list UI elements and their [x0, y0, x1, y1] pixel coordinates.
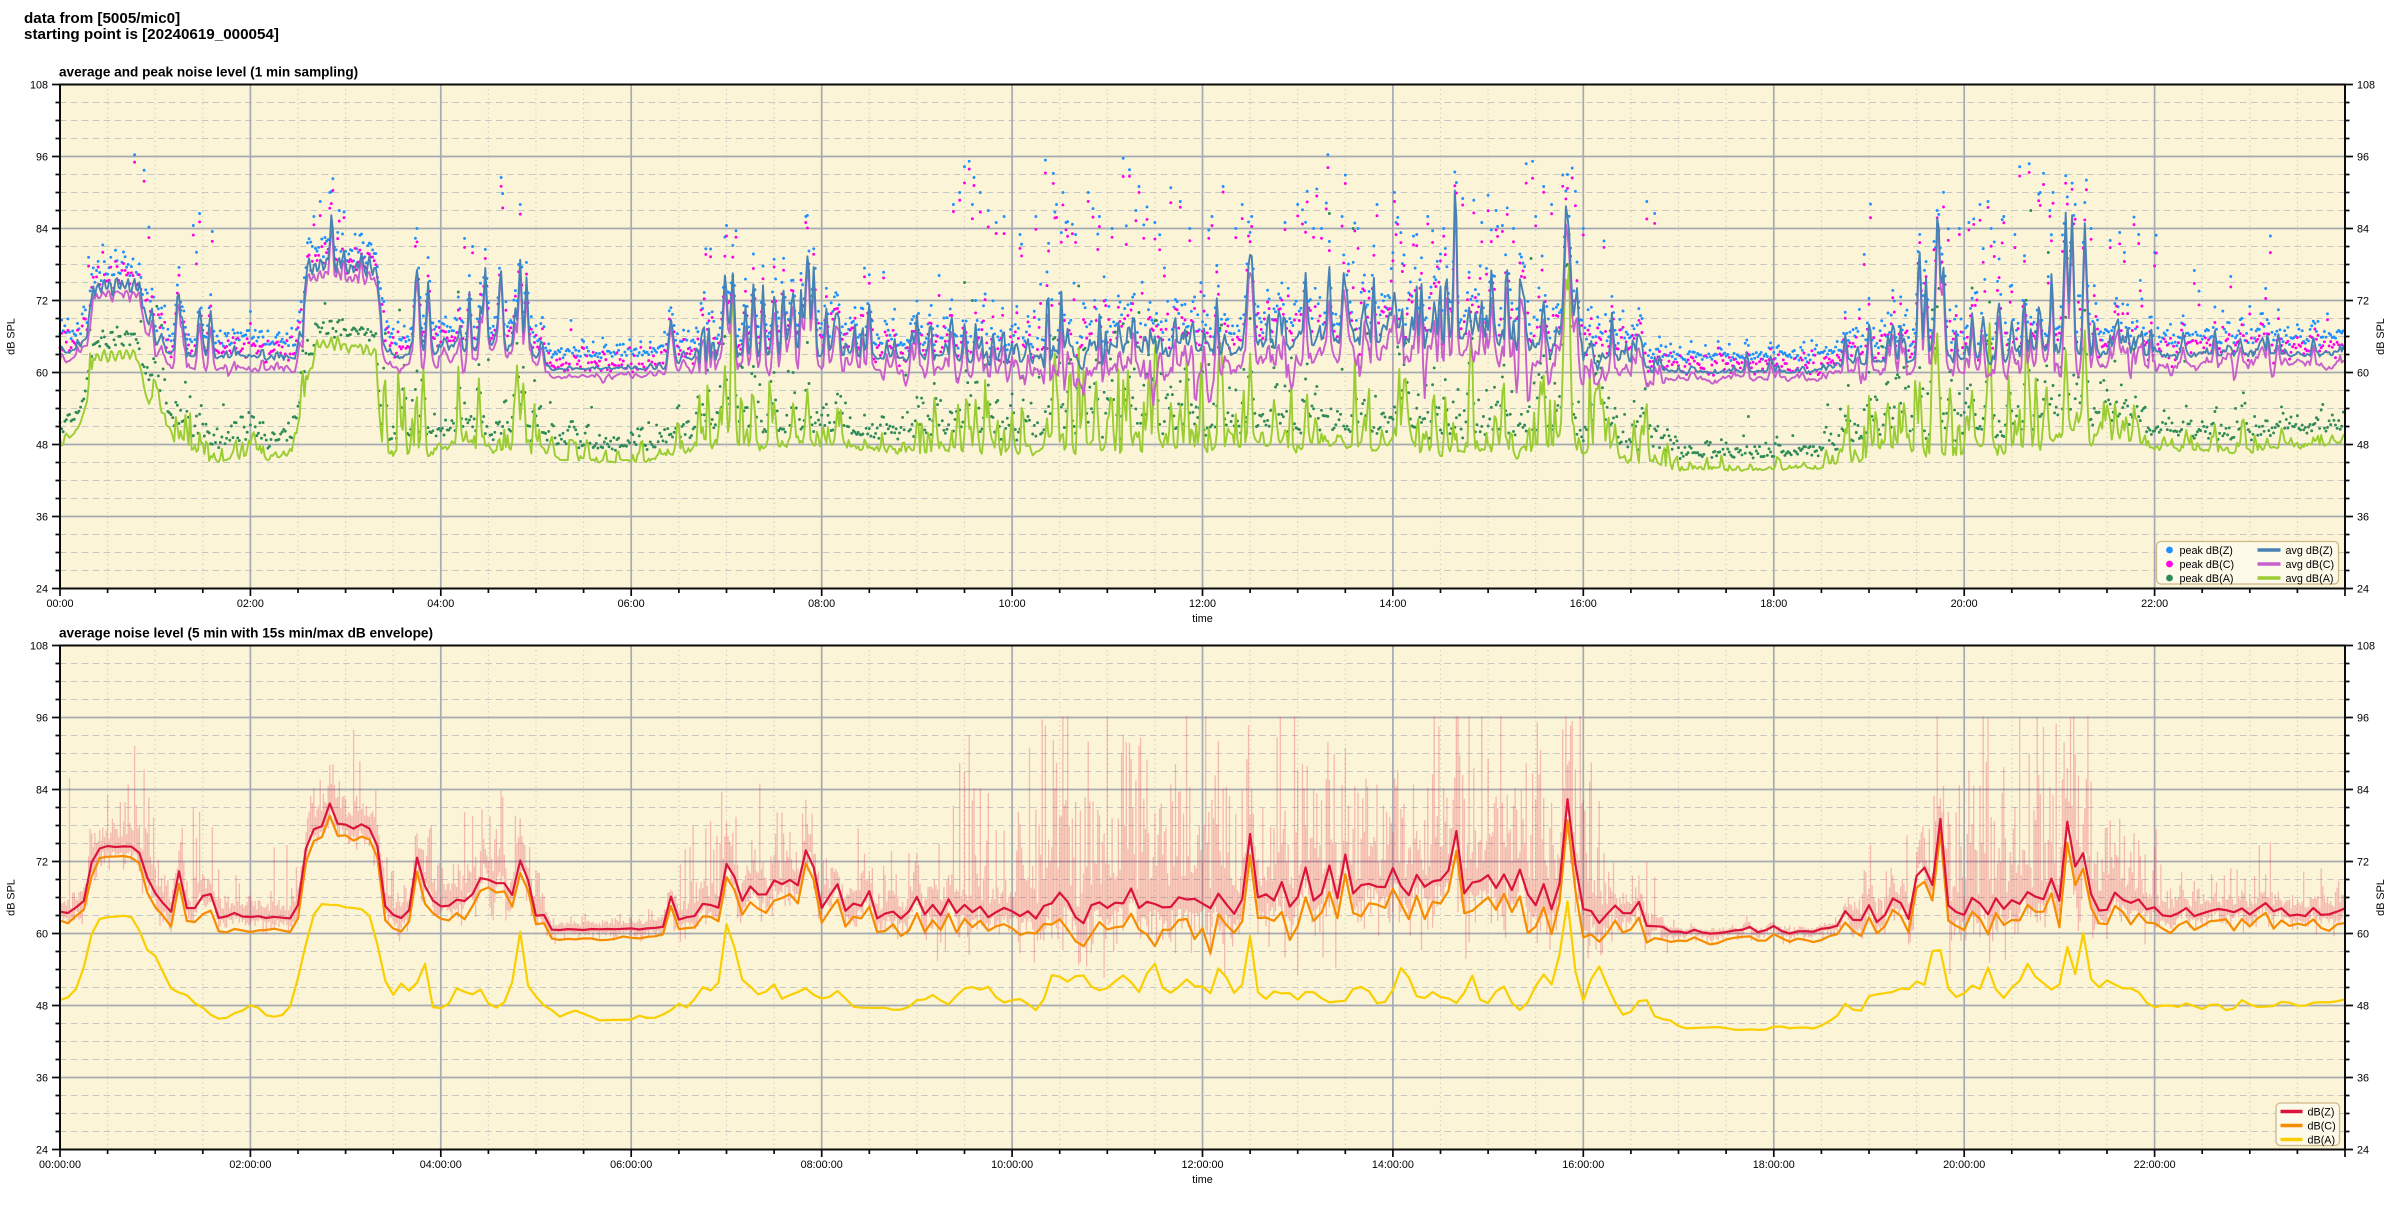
svg-text:16:00:00: 16:00:00 [1562, 1159, 1604, 1171]
svg-text:dB SPL: dB SPL [2375, 318, 2387, 355]
svg-text:00:00: 00:00 [46, 598, 73, 610]
svg-text:84: 84 [2357, 223, 2369, 235]
svg-text:12:00:00: 12:00:00 [1181, 1159, 1223, 1171]
svg-text:dB(C): dB(C) [2308, 1120, 2336, 1132]
svg-text:24: 24 [36, 1144, 48, 1156]
svg-text:60: 60 [36, 367, 48, 379]
svg-text:20:00:00: 20:00:00 [1943, 1159, 1985, 1171]
svg-text:48: 48 [36, 439, 48, 451]
svg-text:18:00:00: 18:00:00 [1753, 1159, 1795, 1171]
svg-text:60: 60 [36, 928, 48, 940]
svg-text:22:00:00: 22:00:00 [2134, 1159, 2176, 1171]
svg-text:10:00: 10:00 [999, 598, 1026, 610]
svg-text:96: 96 [2357, 712, 2369, 724]
svg-text:time: time [1192, 1174, 1212, 1186]
svg-text:48: 48 [36, 1000, 48, 1012]
svg-text:16:00: 16:00 [1570, 598, 1597, 610]
svg-text:84: 84 [2357, 784, 2369, 796]
svg-text:96: 96 [36, 151, 48, 163]
svg-text:starting point is [20240619_00: starting point is [20240619_000054] [24, 26, 279, 43]
svg-text:peak dB(A): peak dB(A) [2180, 573, 2234, 585]
svg-text:60: 60 [2357, 367, 2369, 379]
svg-text:108: 108 [2357, 79, 2375, 91]
svg-text:60: 60 [2357, 928, 2369, 940]
svg-text:dB(A): dB(A) [2308, 1134, 2336, 1146]
svg-text:72: 72 [2357, 856, 2369, 868]
svg-text:02:00:00: 02:00:00 [229, 1159, 271, 1171]
svg-text:avg dB(C): avg dB(C) [2286, 559, 2335, 571]
svg-text:84: 84 [36, 223, 48, 235]
svg-text:24: 24 [2357, 583, 2369, 595]
svg-text:108: 108 [30, 640, 48, 652]
svg-text:72: 72 [36, 856, 48, 868]
svg-text:08:00:00: 08:00:00 [801, 1159, 843, 1171]
svg-text:36: 36 [2357, 511, 2369, 523]
svg-text:04:00: 04:00 [427, 598, 454, 610]
svg-text:average and peak noise level (: average and peak noise level (1 min samp… [59, 65, 358, 80]
svg-text:24: 24 [2357, 1144, 2369, 1156]
svg-text:06:00: 06:00 [618, 598, 645, 610]
svg-text:22:00: 22:00 [2141, 598, 2168, 610]
svg-text:96: 96 [2357, 151, 2369, 163]
svg-text:12:00: 12:00 [1189, 598, 1216, 610]
svg-text:avg dB(A): avg dB(A) [2286, 573, 2334, 585]
svg-text:dB SPL: dB SPL [6, 318, 18, 355]
svg-text:peak dB(Z): peak dB(Z) [2180, 545, 2233, 557]
svg-text:24: 24 [36, 583, 48, 595]
svg-text:dB SPL: dB SPL [6, 879, 18, 916]
svg-text:36: 36 [2357, 1072, 2369, 1084]
svg-text:time: time [1192, 613, 1212, 625]
svg-text:data from [5005/mic0]: data from [5005/mic0] [24, 10, 180, 27]
svg-text:108: 108 [2357, 640, 2375, 652]
svg-text:02:00: 02:00 [237, 598, 264, 610]
svg-text:average noise level (5 min wit: average noise level (5 min with 15s min/… [59, 626, 433, 641]
svg-text:14:00: 14:00 [1379, 598, 1406, 610]
svg-text:48: 48 [2357, 439, 2369, 451]
svg-text:00:00:00: 00:00:00 [39, 1159, 81, 1171]
svg-text:72: 72 [36, 295, 48, 307]
svg-text:04:00:00: 04:00:00 [420, 1159, 462, 1171]
svg-text:36: 36 [36, 511, 48, 523]
svg-text:48: 48 [2357, 1000, 2369, 1012]
svg-text:96: 96 [36, 712, 48, 724]
svg-text:14:00:00: 14:00:00 [1372, 1159, 1414, 1171]
svg-text:18:00: 18:00 [1760, 598, 1787, 610]
svg-text:20:00: 20:00 [1951, 598, 1978, 610]
svg-text:dB(Z): dB(Z) [2308, 1106, 2335, 1118]
svg-text:84: 84 [36, 784, 48, 796]
svg-text:08:00: 08:00 [808, 598, 835, 610]
svg-text:avg dB(Z): avg dB(Z) [2286, 545, 2333, 557]
svg-text:dB SPL: dB SPL [2375, 879, 2387, 916]
svg-text:72: 72 [2357, 295, 2369, 307]
svg-text:10:00:00: 10:00:00 [991, 1159, 1033, 1171]
svg-text:06:00:00: 06:00:00 [610, 1159, 652, 1171]
svg-text:108: 108 [30, 79, 48, 91]
svg-text:peak dB(C): peak dB(C) [2180, 559, 2235, 571]
svg-text:36: 36 [36, 1072, 48, 1084]
